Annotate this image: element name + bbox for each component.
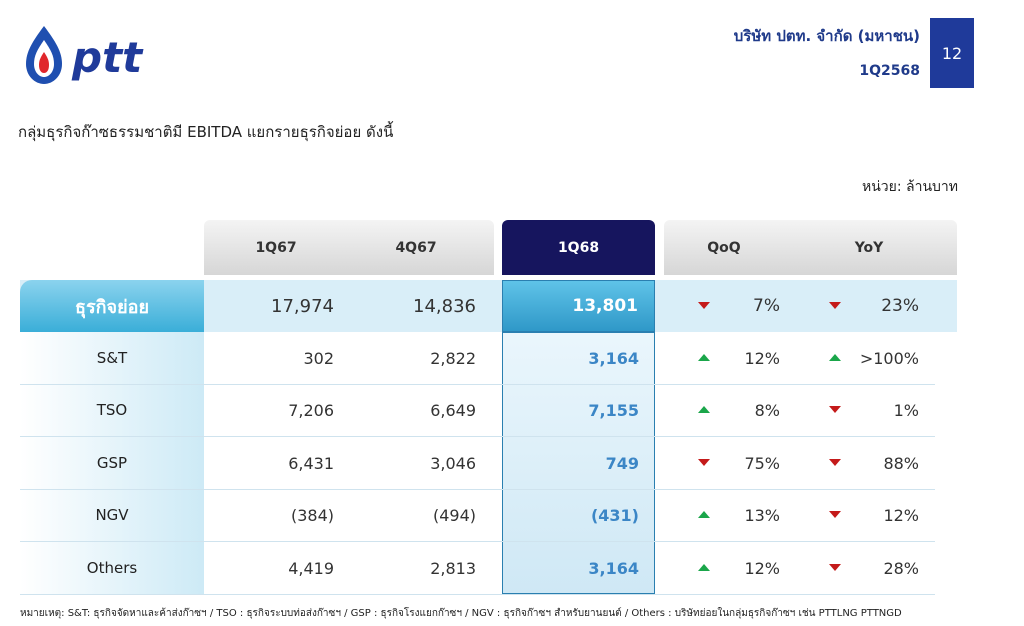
table-row-label: Others — [86, 559, 138, 577]
row-4q67: 3,046 — [430, 453, 476, 473]
header-changes: QoQ YoY — [664, 220, 957, 275]
row-yoy: 12% — [883, 505, 919, 525]
col-header-4q67: 4Q67 — [395, 239, 437, 256]
row-qoq: 8% — [754, 400, 780, 420]
row-4q67: 2,813 — [430, 558, 476, 578]
table-row-label: TSO — [96, 401, 128, 419]
row-4q67: 6,649 — [430, 400, 476, 420]
row-1q67: 6,431 — [288, 453, 334, 473]
ptt-logo: ptt — [22, 22, 192, 88]
col-header-1q67: 1Q67 — [255, 239, 297, 256]
row-qoq: 12% — [744, 558, 780, 578]
down-arrow-icon — [698, 459, 710, 466]
row-divider — [20, 541, 935, 542]
row-qoq: 13% — [744, 505, 780, 525]
row-divider — [20, 436, 935, 437]
up-arrow-icon — [698, 406, 710, 413]
row-4q67: 2,822 — [430, 348, 476, 368]
row-1q68: 7,155 — [588, 400, 639, 420]
row-1q67: 302 — [303, 348, 334, 368]
up-arrow-icon — [698, 564, 710, 571]
up-arrow-icon — [698, 354, 710, 361]
summary-label: ธุรกิจย่อย — [20, 280, 204, 332]
down-arrow-icon — [829, 511, 841, 518]
row-yoy: >100% — [859, 348, 919, 368]
row-yoy: 1% — [893, 400, 919, 420]
col-header-yoy: YoY — [854, 239, 884, 256]
summary-yoy: 23% — [881, 296, 919, 316]
row-4q67: (494) — [432, 505, 476, 525]
table-row-label: S&T — [96, 349, 128, 367]
table-row-label: NGV — [95, 506, 129, 524]
header-previous-periods: 1Q67 4Q67 — [204, 220, 494, 275]
company-name: บริษัท ปตท. จำกัด (มหาชน) — [733, 27, 920, 45]
footnote: หมายเหตุ: S&T: ธุรกิจจัดหาและค้าส่งก๊าซฯ… — [20, 608, 902, 619]
col-header-1q68-label: 1Q68 — [557, 239, 600, 256]
row-divider — [20, 594, 935, 595]
summary-1q67: 17,974 — [271, 295, 334, 317]
row-yoy: 88% — [883, 453, 919, 473]
table-row-label: GSP — [96, 454, 128, 472]
row-qoq: 12% — [744, 348, 780, 368]
summary-4q67: 14,836 — [413, 295, 476, 317]
current-quarter-column — [502, 332, 655, 594]
down-arrow-icon — [829, 406, 841, 413]
row-divider — [20, 384, 935, 385]
row-1q68: 3,164 — [588, 558, 639, 578]
row-1q67: 4,419 — [288, 558, 334, 578]
row-1q67: 7,206 — [288, 400, 334, 420]
row-label-column — [20, 332, 204, 594]
col-header-qoq: QoQ — [707, 239, 741, 256]
row-1q68: (431) — [590, 505, 639, 525]
logo-wordmark: ptt — [71, 33, 144, 82]
down-arrow-icon — [829, 302, 841, 309]
report-period: 1Q2568 — [859, 63, 920, 79]
summary-1q68: 13,801 — [502, 280, 655, 332]
row-qoq: 75% — [744, 453, 780, 473]
row-divider — [20, 489, 935, 490]
row-yoy: 28% — [883, 558, 919, 578]
down-arrow-icon — [829, 459, 841, 466]
row-1q67: (384) — [290, 505, 334, 525]
row-1q68: 3,164 — [588, 348, 639, 368]
up-arrow-icon — [698, 511, 710, 518]
row-1q68: 749 — [605, 453, 639, 473]
col-header-1q68: 1Q68 — [502, 220, 655, 275]
down-arrow-icon — [698, 302, 710, 309]
slide-heading: กลุ่มธุรกิจก๊าซธรรมชาติมี EBITDA แยกรายธ… — [18, 123, 394, 141]
up-arrow-icon — [829, 354, 841, 361]
unit-label: หน่วย: ล้านบาท — [861, 179, 958, 195]
down-arrow-icon — [829, 564, 841, 571]
page-number: 12 — [930, 18, 974, 88]
summary-qoq: 7% — [753, 296, 780, 316]
company-name-block: บริษัท ปตท. จำกัด (มหาชน) — [734, 24, 920, 48]
